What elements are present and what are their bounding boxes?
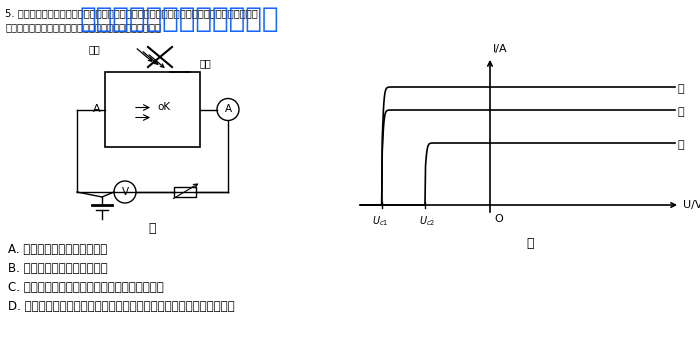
Text: I/A: I/A	[493, 44, 507, 54]
Text: 光束: 光束	[88, 44, 100, 54]
Circle shape	[114, 181, 136, 203]
Text: 甲: 甲	[677, 84, 684, 94]
Text: 丙: 丙	[677, 140, 684, 150]
Text: O: O	[494, 214, 503, 224]
Bar	[105, 72, 200, 147]
Text: B. 乙光的波长大于丙光的波长: B. 乙光的波长大于丙光的波长	[8, 262, 108, 275]
Text: A. 甲光的频率大于乙光的频率: A. 甲光的频率大于乙光的频率	[8, 243, 107, 256]
Text: V: V	[121, 187, 129, 197]
Text: 微信公众号关注：趣找答案: 微信公众号关注：趣找答案	[80, 5, 279, 33]
Text: $U_{c1}$: $U_{c1}$	[372, 214, 389, 228]
Text: 乙: 乙	[677, 107, 684, 117]
Circle shape	[217, 98, 239, 121]
Text: 窗口: 窗口	[200, 58, 211, 68]
Text: C. 乙光对应的截止频率大于丙光对应的截止频率: C. 乙光对应的截止频率大于丙光对应的截止频率	[8, 281, 164, 294]
Text: 关系图线甲、乙、丙光，如图乙所示，则下列说法正确的是: 关系图线甲、乙、丙光，如图乙所示，则下列说法正确的是	[5, 22, 161, 32]
Text: 乙: 乙	[526, 237, 533, 250]
Text: 5. 在光电效应实验中，其同学用同一光电管在不同实验条件下得到了三条光电流与电压之间的: 5. 在光电效应实验中，其同学用同一光电管在不同实验条件下得到了三条光电流与电压…	[5, 8, 258, 18]
Text: D. 甲光对应的光电子的最大初动能大于丙光对应的光电子的最大初动能: D. 甲光对应的光电子的最大初动能大于丙光对应的光电子的最大初动能	[8, 300, 234, 313]
Text: U/V: U/V	[683, 200, 700, 210]
Text: oK: oK	[157, 102, 170, 111]
Text: 甲: 甲	[148, 222, 156, 235]
Bar	[174, 187, 196, 197]
Text: A: A	[93, 105, 101, 114]
Text: $U_{c2}$: $U_{c2}$	[419, 214, 435, 228]
Text: A: A	[225, 105, 232, 114]
